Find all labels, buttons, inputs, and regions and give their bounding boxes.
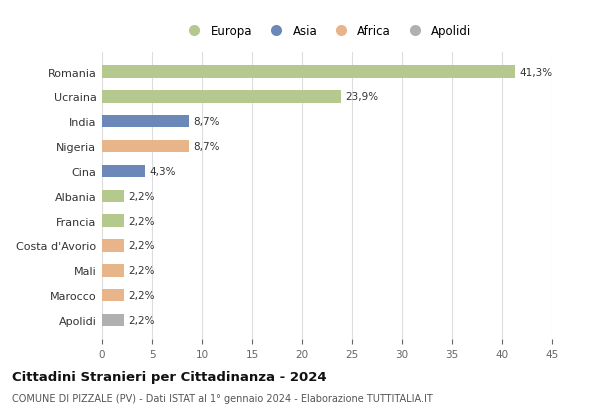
Text: Cittadini Stranieri per Cittadinanza - 2024: Cittadini Stranieri per Cittadinanza - 2… [12, 370, 326, 383]
Bar [102, 240, 124, 252]
Text: 2,2%: 2,2% [128, 266, 155, 276]
Bar [102, 289, 124, 302]
Text: 23,9%: 23,9% [345, 92, 378, 102]
Text: 41,3%: 41,3% [519, 67, 552, 77]
Text: 8,7%: 8,7% [193, 142, 220, 152]
Text: COMUNE DI PIZZALE (PV) - Dati ISTAT al 1° gennaio 2024 - Elaborazione TUTTITALIA: COMUNE DI PIZZALE (PV) - Dati ISTAT al 1… [12, 393, 433, 403]
Bar [102, 91, 341, 103]
Bar [102, 215, 124, 227]
Text: 2,2%: 2,2% [128, 216, 155, 226]
Text: 2,2%: 2,2% [128, 191, 155, 201]
Text: 2,2%: 2,2% [128, 290, 155, 301]
Bar [102, 190, 124, 202]
Bar [102, 165, 145, 178]
Text: 4,3%: 4,3% [149, 166, 176, 177]
Bar [102, 116, 189, 128]
Bar [102, 141, 189, 153]
Bar [102, 265, 124, 277]
Legend: Europa, Asia, Africa, Apolidi: Europa, Asia, Africa, Apolidi [182, 25, 472, 38]
Text: 2,2%: 2,2% [128, 241, 155, 251]
Text: 2,2%: 2,2% [128, 315, 155, 325]
Bar [102, 314, 124, 326]
Text: 8,7%: 8,7% [193, 117, 220, 127]
Bar [102, 66, 515, 79]
